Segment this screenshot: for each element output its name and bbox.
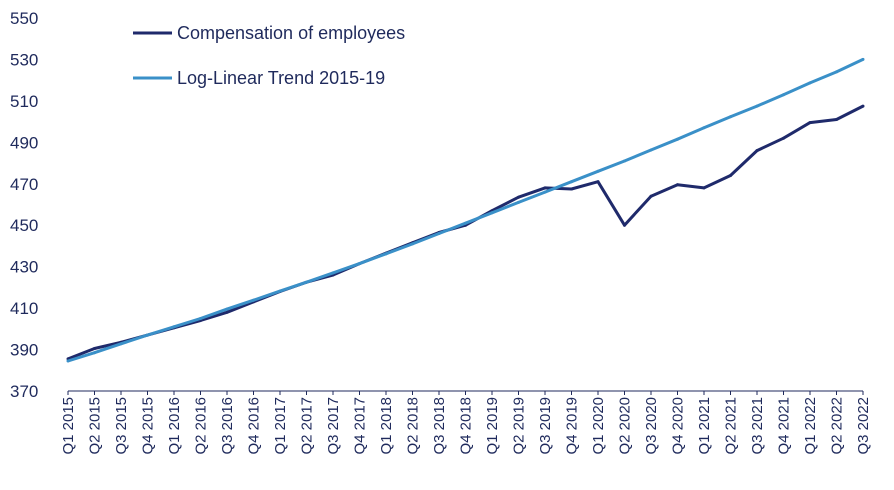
- legend: Compensation of employees Log-Linear Tre…: [133, 23, 405, 88]
- x-tick-label: Q4 2020: [670, 397, 687, 455]
- data-point: [755, 104, 759, 108]
- data-point: [278, 289, 282, 293]
- data-point: [649, 148, 653, 152]
- series-line-0: [67, 104, 864, 361]
- x-tick-label: Q1 2016: [166, 397, 183, 455]
- y-tick-label: 550: [10, 9, 38, 28]
- x-tick-label: Q3 2016: [219, 397, 236, 455]
- x-tick-label: Q2 2017: [299, 397, 316, 455]
- series-layer: [66, 57, 865, 363]
- data-point: [808, 81, 812, 85]
- data-point: [146, 333, 149, 337]
- data-point: [66, 359, 70, 363]
- data-point: [861, 104, 865, 108]
- data-point: [729, 174, 732, 177]
- data-point: [225, 307, 229, 311]
- x-tick-label: Q2 2016: [193, 397, 210, 455]
- x-tick-label: Q1 2022: [802, 397, 819, 455]
- data-point: [702, 186, 706, 190]
- data-point: [252, 298, 255, 302]
- data-point: [543, 190, 547, 194]
- data-point: [729, 115, 732, 119]
- data-point: [755, 149, 759, 153]
- data-point: [331, 271, 335, 275]
- data-point: [93, 347, 96, 350]
- data-point: [517, 200, 520, 204]
- x-axis: Q1 2015 Q2 2015 Q3 2015 Q4 2015 Q1 2016 Q2 20…: [60, 391, 872, 455]
- data-point: [358, 262, 361, 266]
- data-point: [119, 342, 123, 346]
- data-point: [676, 137, 679, 141]
- y-tick-label: 370: [10, 382, 38, 401]
- x-tick-label: Q3 2015: [113, 397, 130, 455]
- data-point: [225, 310, 229, 314]
- x-tick-label: Q2 2021: [723, 397, 740, 455]
- data-point: [411, 242, 414, 246]
- data-point: [570, 180, 573, 184]
- data-point: [517, 195, 520, 199]
- x-tick-label: Q1 2018: [378, 397, 395, 455]
- data-point: [596, 169, 600, 173]
- x-tick-label: Q3 2021: [749, 397, 766, 455]
- data-point: [782, 93, 785, 97]
- y-axis: 370 390 410 430 450 470 490 510 530 550: [10, 9, 38, 401]
- x-tick-label: Q2 2015: [87, 397, 104, 455]
- legend-item-compensation: Compensation of employees: [133, 23, 405, 43]
- x-tick-label: Q4 2018: [458, 397, 475, 455]
- data-point: [172, 325, 176, 329]
- x-tick-label: Q3 2018: [431, 397, 448, 455]
- x-tick-label: Q4 2016: [246, 397, 263, 455]
- y-tick-label: 410: [10, 299, 38, 318]
- x-tick-label: Q1 2021: [696, 397, 713, 455]
- x-tick-label: Q3 2022: [855, 397, 872, 455]
- series-line-1: [67, 58, 864, 363]
- data-point: [835, 70, 838, 74]
- data-point: [596, 180, 600, 184]
- data-point: [649, 194, 653, 198]
- data-point: [305, 280, 308, 284]
- x-tick-label: Q1 2015: [60, 397, 77, 455]
- data-point: [676, 183, 679, 187]
- data-point: [861, 57, 865, 61]
- x-tick-label: Q4 2019: [564, 397, 581, 455]
- data-point: [835, 118, 838, 121]
- x-tick-label: Q2 2018: [405, 397, 422, 455]
- y-tick-label: 510: [10, 92, 38, 111]
- x-tick-label: Q3 2019: [537, 397, 554, 455]
- x-tick-label: Q3 2017: [325, 397, 342, 455]
- x-tick-label: Q4 2017: [352, 397, 369, 455]
- x-tick-label: Q2 2019: [511, 397, 528, 455]
- y-tick-label: 390: [10, 341, 38, 360]
- y-tick-label: 470: [10, 175, 38, 194]
- legend-label-compensation: Compensation of employees: [177, 23, 405, 43]
- data-point: [702, 126, 706, 130]
- data-point: [623, 223, 626, 227]
- data-point: [384, 252, 388, 256]
- x-tick-label: Q2 2022: [829, 397, 846, 455]
- data-point: [808, 121, 812, 125]
- x-tick-label: Q2 2020: [617, 397, 634, 455]
- y-tick-label: 490: [10, 133, 38, 152]
- data-point: [437, 232, 441, 235]
- data-point: [490, 211, 494, 215]
- data-point: [570, 187, 573, 191]
- y-tick-label: 530: [10, 50, 38, 69]
- data-point: [464, 221, 467, 225]
- y-tick-label: 430: [10, 258, 38, 277]
- x-tick-label: Q3 2020: [643, 397, 660, 455]
- data-point: [93, 351, 96, 355]
- data-point: [623, 159, 626, 163]
- legend-item-trend: Log-Linear Trend 2015-19: [133, 68, 385, 88]
- x-tick-label: Q4 2015: [140, 397, 157, 455]
- y-tick-label: 450: [10, 216, 38, 235]
- x-tick-label: Q1 2019: [484, 397, 501, 455]
- x-tick-label: Q1 2017: [272, 397, 289, 455]
- x-tick-label: Q4 2021: [776, 397, 793, 455]
- data-point: [782, 136, 785, 140]
- data-point: [199, 317, 202, 320]
- x-tick-label: Q1 2020: [590, 397, 607, 455]
- legend-label-trend: Log-Linear Trend 2015-19: [177, 68, 385, 88]
- data-point: [543, 186, 547, 190]
